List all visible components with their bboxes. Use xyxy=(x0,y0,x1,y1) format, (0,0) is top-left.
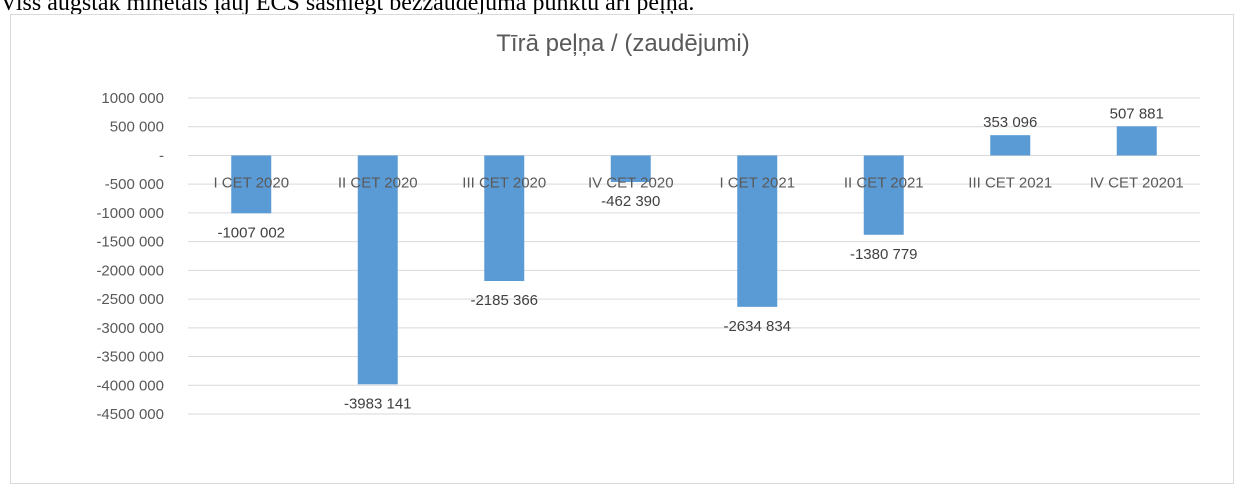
category-label: IV CET 20201 xyxy=(1090,174,1184,191)
category-label: III CET 2020 xyxy=(462,174,546,191)
y-tick-label: -2000 000 xyxy=(96,262,164,279)
bar xyxy=(990,135,1031,156)
y-tick-label: -1500 000 xyxy=(96,234,164,251)
y-tick-label: -4500 000 xyxy=(96,406,164,423)
y-tick-label: 500 000 xyxy=(110,119,164,136)
chart-title: Tīrā peļņa / (zaudējumi) xyxy=(496,30,750,57)
data-label: 507 881 xyxy=(1110,105,1164,122)
category-label: IV CET 2020 xyxy=(588,174,674,191)
bar xyxy=(610,155,651,183)
data-label: 353 096 xyxy=(983,114,1037,131)
data-label: -2634 834 xyxy=(723,318,791,335)
bar xyxy=(231,155,272,214)
page-text-line: Viss augstāk minētais ļauj ECS sasniegt … xyxy=(0,0,695,16)
y-tick-label: 1000 000 xyxy=(101,90,164,107)
y-tick-label: -3500 000 xyxy=(96,349,164,366)
y-tick-label: -3000 000 xyxy=(96,320,164,337)
data-label: -462 390 xyxy=(601,193,660,210)
chart-frame xyxy=(10,14,1234,484)
bar xyxy=(484,155,525,282)
category-label: I CET 2021 xyxy=(719,174,795,191)
data-label: -1380 779 xyxy=(850,246,918,263)
y-tick-label: -2500 000 xyxy=(96,291,164,308)
y-tick-label: -500 000 xyxy=(105,176,164,193)
bar xyxy=(357,155,398,385)
category-label: II CET 2021 xyxy=(844,174,924,191)
bar xyxy=(737,155,778,307)
y-tick-label: -1000 000 xyxy=(96,205,164,222)
category-label: III CET 2021 xyxy=(968,174,1052,191)
data-label: -2185 366 xyxy=(470,292,538,309)
data-label: -1007 002 xyxy=(217,224,285,241)
bar xyxy=(863,155,904,235)
data-label: -3983 141 xyxy=(344,395,412,412)
y-tick-label: -4000 000 xyxy=(96,377,164,394)
bar xyxy=(1116,126,1157,156)
category-label: I CET 2020 xyxy=(213,174,289,191)
y-tick-label: - xyxy=(159,147,164,164)
category-label: II CET 2020 xyxy=(338,174,418,191)
